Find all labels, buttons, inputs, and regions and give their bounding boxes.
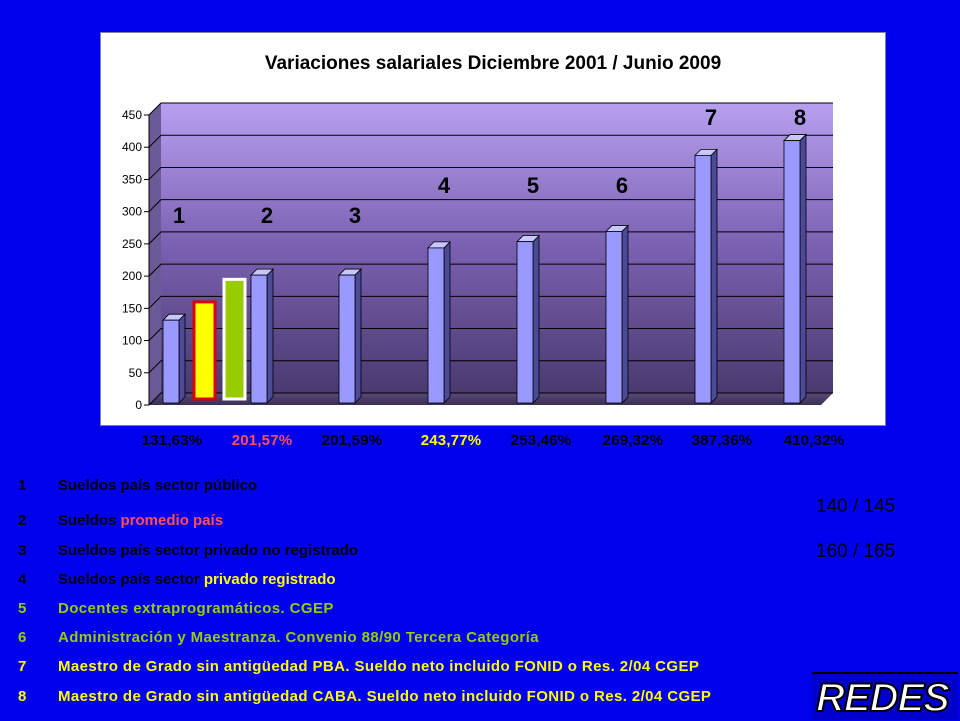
legend-item-number: 3 xyxy=(18,542,27,559)
legend-item-text: Docentes extraprogramáticos. CGEP xyxy=(58,600,334,617)
category-number-label: 3 xyxy=(349,203,361,228)
value-label: 131,63% xyxy=(141,432,203,449)
category-number-label: 5 xyxy=(527,173,539,198)
bar xyxy=(694,154,712,404)
y-tick-label: 250 xyxy=(122,237,142,251)
side-note-2: 160 / 165 xyxy=(816,541,896,562)
legend-item-8: 8 Maestro de Grado sin antigüedad CABA. S… xyxy=(18,688,711,710)
y-tick-label: 300 xyxy=(122,205,142,219)
legend-item-6: 6 Administración y Maestranza. Convenio 8… xyxy=(18,629,539,651)
redes-logo: REDES xyxy=(812,672,958,721)
legend-item-number: 8 xyxy=(18,688,27,705)
legend-item-text: Sueldos país sector público xyxy=(58,477,258,494)
chart-title: Variaciones salariales Diciembre 2001 / … xyxy=(265,53,721,74)
legend-item-number: 7 xyxy=(18,658,27,675)
legend-item-2: 2 Sueldos promedio país xyxy=(18,512,223,534)
bar-side xyxy=(532,234,540,404)
y-tick-label: 350 xyxy=(122,172,142,186)
legend-item-7: 7 Maestro de Grado sin antigüedad PBA. Su… xyxy=(18,658,699,680)
legend-item-4: 4 Sueldos país sector privado registrado xyxy=(18,571,336,593)
category-number-label: 6 xyxy=(616,173,628,198)
value-label: 253,46% xyxy=(510,432,572,449)
category-number-label: 2 xyxy=(261,203,273,228)
chart-panel: Variaciones salariales Diciembre 2001 / … xyxy=(100,32,886,426)
legend-item-number: 5 xyxy=(18,600,27,617)
y-tick-label: 50 xyxy=(129,366,143,380)
legend-item-number: 1 xyxy=(18,477,27,494)
highlight-marker xyxy=(192,300,217,401)
highlight-marker xyxy=(222,277,247,401)
y-tick-label: 0 xyxy=(135,398,142,412)
bar-side xyxy=(354,268,362,404)
legend-item-text: Maestro de Grado sin antigüedad PBA. Sue… xyxy=(58,658,700,675)
bar xyxy=(516,241,534,404)
y-tick-label: 200 xyxy=(122,269,142,283)
gridline xyxy=(148,166,833,180)
y-tick-label: 100 xyxy=(122,334,142,348)
category-number-label: 7 xyxy=(705,105,717,130)
gridline xyxy=(148,134,833,148)
legend-item-text: Sueldos xyxy=(58,512,121,529)
category-number-label: 1 xyxy=(173,203,185,228)
category-number-label: 8 xyxy=(794,105,806,130)
bar xyxy=(783,140,801,404)
side-note-1: 140 / 145 xyxy=(816,496,896,517)
legend-item-3: 3 Sueldos país sector privado no registra… xyxy=(18,542,358,564)
value-label: 387,36% xyxy=(691,432,753,449)
value-label: 410,32% xyxy=(783,432,845,449)
legend-item-number: 4 xyxy=(18,571,27,588)
value-label: 269,32% xyxy=(602,432,664,449)
legend-item-5: 5 Docentes extraprogramáticos. CGEP xyxy=(18,600,334,622)
bar-side xyxy=(710,148,718,404)
legend-item-text: Sueldos país sector privado no registrad… xyxy=(58,542,359,559)
bar-chart: Variaciones salariales Diciembre 2001 / … xyxy=(122,53,833,412)
bar-side xyxy=(621,224,629,404)
bar xyxy=(162,319,180,404)
bar-side xyxy=(799,133,807,404)
gridline xyxy=(148,102,833,116)
bar xyxy=(427,247,445,404)
category-number-label: 4 xyxy=(438,173,451,198)
gridline xyxy=(148,199,833,213)
chart-back-wall xyxy=(161,103,833,393)
legend-item-text: Sueldos país sector xyxy=(58,571,204,588)
chart-floor xyxy=(149,393,833,405)
value-label: 201,57% xyxy=(231,432,293,449)
y-tick-label: 450 xyxy=(122,108,142,122)
chart-side-wall xyxy=(149,103,161,405)
bar-side xyxy=(443,240,451,404)
legend-item-text: Maestro de Grado sin antigüedad CABA. Su… xyxy=(58,688,712,705)
bar-side xyxy=(178,313,186,404)
y-tick-label: 150 xyxy=(122,301,142,315)
y-tick-label: 400 xyxy=(122,140,142,154)
legend-item-text: promedio país xyxy=(120,512,224,529)
bar xyxy=(250,274,268,404)
value-label: 243,77% xyxy=(420,432,482,449)
legend-item-1: 1 Sueldos país sector público xyxy=(18,477,257,499)
legend-item-text: privado registrado xyxy=(203,571,336,588)
bar-side xyxy=(266,268,274,404)
legend-item-number: 2 xyxy=(18,512,27,529)
value-label: 201,59% xyxy=(321,432,383,449)
legend-item-number: 6 xyxy=(18,629,27,646)
logo-text: REDES xyxy=(815,675,951,721)
legend-item-text: Administración y Maestranza. Convenio 88… xyxy=(58,629,539,646)
bar xyxy=(338,274,356,404)
bar xyxy=(605,231,623,404)
